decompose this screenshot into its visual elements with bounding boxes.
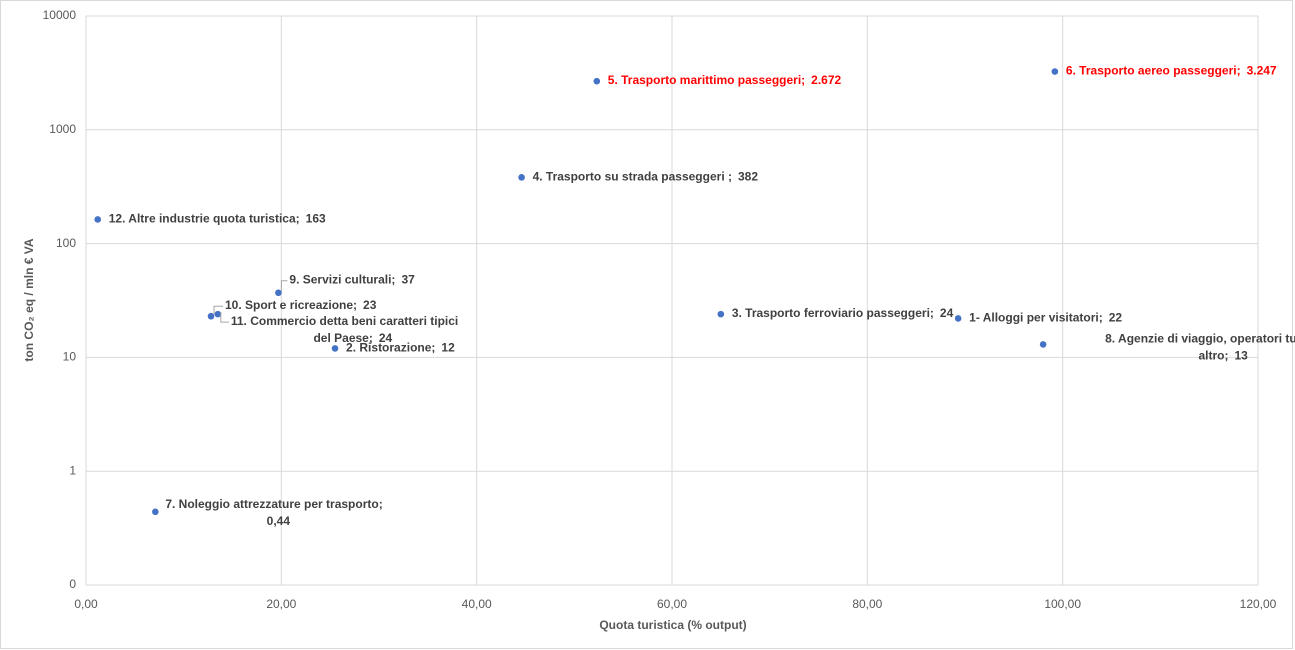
- leader-line: [213, 305, 224, 315]
- x-tick-label: 100,00: [1044, 597, 1081, 611]
- data-point: [717, 310, 725, 318]
- x-tick-label: 0,00: [74, 597, 98, 611]
- y-tick-label: 100: [56, 236, 76, 250]
- data-point: [207, 312, 215, 320]
- value-label: 3.247: [1247, 64, 1277, 78]
- data-point: [954, 315, 962, 322]
- data-label: 8. Agenzie di viaggio, operatori turisti…: [1105, 332, 1295, 346]
- leader-line: [280, 280, 288, 291]
- y-tick-label: 1: [69, 463, 76, 477]
- y-tick-label: 0: [69, 577, 76, 591]
- data-point: [214, 310, 222, 318]
- x-tick-label: 120,00: [1240, 597, 1277, 611]
- label-name: 1- Alloggi per visitatori;: [969, 311, 1103, 325]
- label-name: 11. Commercio detta beni caratteri tipic…: [231, 314, 458, 328]
- data-label: 7. Noleggio attrezzature per trasporto;: [165, 497, 382, 511]
- y-axis-title: ton CO₂ eq / mln € VA: [22, 238, 36, 361]
- value-label: 24: [940, 306, 954, 320]
- y-tick-label: 10000: [43, 8, 77, 22]
- data-point: [152, 508, 159, 516]
- data-label: 6. Trasporto aereo passeggeri; 3.247: [1066, 64, 1277, 78]
- data-label: 3. Trasporto ferroviario passeggeri; 24: [732, 306, 954, 320]
- label-name: 7. Noleggio attrezzature per trasporto;: [165, 497, 382, 511]
- leader-line: [220, 312, 229, 323]
- data-label: 9. Servizi culturali; 37: [289, 273, 415, 287]
- label-name: del Paese;: [313, 331, 372, 345]
- x-tick-label: 80,00: [852, 597, 882, 611]
- data-label: 1- Alloggi per visitatori; 22: [969, 311, 1122, 325]
- value-label: 163: [306, 212, 326, 226]
- data-point: [275, 289, 282, 297]
- data-point: [518, 174, 525, 181]
- value-label: 0,44: [267, 514, 291, 528]
- x-tick-label: 20,00: [266, 597, 296, 611]
- data-point: [593, 77, 601, 85]
- data-label: 2. Ristorazione; 12: [346, 341, 455, 355]
- x-tick-label: 60,00: [657, 597, 687, 611]
- value-label: 2.672: [811, 73, 841, 87]
- value-label: 37: [401, 273, 415, 287]
- label-name: 9. Servizi culturali;: [289, 273, 395, 287]
- label-name: 4. Trasporto su strada passeggeri ;: [533, 170, 732, 184]
- data-label: 4. Trasporto su strada passeggeri ; 382: [533, 170, 759, 184]
- label-name: altro;: [1198, 349, 1228, 363]
- data-label: 5. Trasporto marittimo passeggeri; 2.672: [608, 73, 842, 87]
- data-point: [1039, 341, 1047, 348]
- label-name: 2. Ristorazione;: [346, 341, 435, 355]
- data-point: [331, 345, 339, 352]
- data-point: [1051, 68, 1059, 75]
- label-name: 10. Sport e ricreazione;: [225, 298, 357, 312]
- label-name: 3. Trasporto ferroviario passeggeri;: [732, 306, 934, 320]
- data-label: del Paese; 24: [313, 331, 392, 345]
- data-label: 10. Sport e ricreazione; 23: [225, 298, 377, 312]
- x-tick-label: 40,00: [462, 597, 492, 611]
- value-label: 22: [1109, 311, 1123, 325]
- value-label: 23: [363, 298, 377, 312]
- y-tick-label: 1000: [49, 122, 76, 136]
- value-label: 13: [1234, 349, 1248, 363]
- value-label: 24: [379, 331, 393, 345]
- data-point: [94, 216, 102, 223]
- data-label: 12. Altre industrie quota turistica; 163: [109, 212, 326, 226]
- data-label: altro; 13: [1198, 349, 1248, 363]
- label-name: 12. Altre industrie quota turistica;: [109, 212, 300, 226]
- data-label: 11. Commercio detta beni caratteri tipic…: [231, 314, 458, 328]
- x-axis-title: Quota turistica (% output): [599, 618, 746, 632]
- label-name: 8. Agenzie di viaggio, operatori turisti…: [1105, 332, 1295, 346]
- value-label: 12: [441, 341, 455, 355]
- y-tick-label: 10: [63, 350, 77, 364]
- label-name: 6. Trasporto aereo passeggeri;: [1066, 64, 1241, 78]
- label-name: 5. Trasporto marittimo passeggeri;: [608, 73, 805, 87]
- value-label: 382: [738, 170, 758, 184]
